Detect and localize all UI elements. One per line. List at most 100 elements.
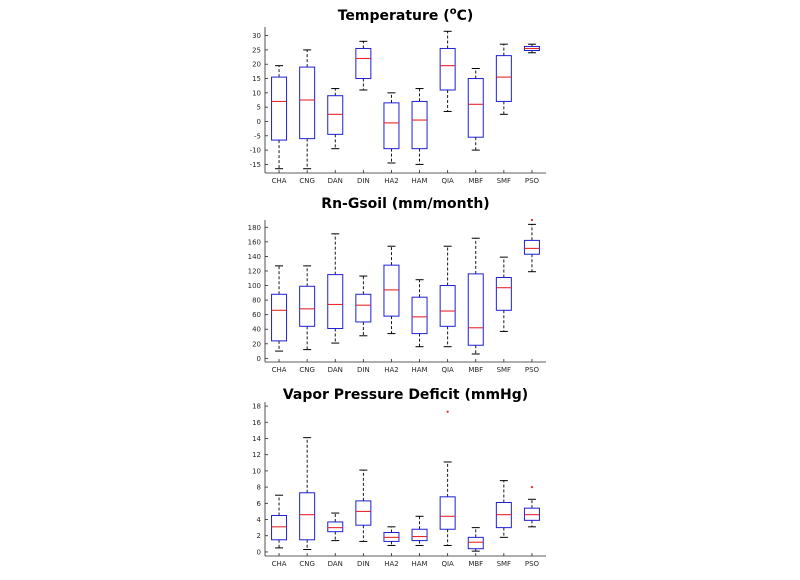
box-din	[355, 40, 372, 91]
y-tick-label: 25	[252, 46, 261, 54]
iqr-box	[355, 47, 372, 80]
chart-title: Temperature (oC)	[338, 6, 474, 24]
category-label-ha2: HA2	[384, 560, 399, 568]
category-label-ham: HAM	[412, 366, 428, 374]
y-tick-label: 20	[252, 340, 261, 348]
chart-title-text: Temperature (	[338, 8, 450, 24]
outlier-point	[530, 218, 534, 222]
category-label-dan: DAN	[328, 560, 343, 568]
category-label-ha2: HA2	[384, 366, 399, 374]
iqr-box	[495, 55, 512, 102]
y-tick-label: 40	[252, 326, 261, 334]
category-label-qia: QIA	[441, 177, 454, 185]
iqr-box	[411, 528, 428, 542]
category-label-smf: SMF	[497, 177, 512, 185]
box-mbf	[467, 527, 484, 552]
box-ha2	[383, 92, 400, 164]
chart-title-text: Vapor Pressure Deficit (mmHg)	[283, 387, 528, 403]
chart-panel-3: Vapor Pressure Deficit (mmHg) 0 2 4 6 8 10 12 14…	[252, 387, 546, 568]
iqr-box	[523, 239, 540, 255]
box-qia	[439, 30, 456, 112]
y-tick-label: 15	[252, 75, 261, 83]
y-tick-label: -15	[250, 161, 261, 169]
category-label-cha: CHA	[272, 560, 287, 568]
box-din	[355, 275, 372, 337]
category-label-mbf: MBF	[468, 560, 483, 568]
category-label-pso: PSO	[525, 177, 540, 185]
iqr-box	[439, 285, 456, 327]
box-ha2	[383, 245, 400, 335]
iqr-box	[439, 47, 456, 91]
y-tick-label: 30	[252, 32, 261, 40]
box-cng	[299, 265, 316, 351]
category-label-din: DIN	[357, 366, 370, 374]
box-din	[355, 469, 372, 542]
chart-title-superscript: o	[450, 6, 457, 17]
box-cng	[299, 437, 316, 551]
category-label-cng: CNG	[299, 560, 315, 568]
y-tick-label: 120	[248, 267, 261, 275]
category-label-cha: CHA	[272, 366, 287, 374]
y-tick-label: 16	[252, 419, 261, 427]
iqr-box	[439, 496, 456, 530]
iqr-box	[467, 273, 484, 346]
category-label-cng: CNG	[299, 177, 315, 185]
iqr-box	[327, 95, 344, 135]
box-ham	[411, 515, 428, 546]
chart-title: Vapor Pressure Deficit (mmHg)	[283, 387, 528, 403]
iqr-box	[467, 536, 484, 550]
category-label-mbf: MBF	[468, 177, 483, 185]
chart-title: Rn-Gsoil (mm/month)	[321, 196, 489, 212]
category-label-qia: QIA	[441, 366, 454, 374]
box-qia	[439, 245, 456, 348]
y-tick-label: 14	[252, 435, 261, 443]
iqr-box	[355, 500, 372, 526]
y-tick-label: 18	[252, 403, 261, 411]
box-ha2	[383, 526, 400, 546]
iqr-box	[271, 293, 288, 342]
y-tick-label: -5	[254, 132, 261, 140]
y-tick-label: 5	[257, 104, 261, 112]
category-label-ha2: HA2	[384, 177, 399, 185]
y-tick-label: 160	[248, 238, 261, 246]
box-smf	[495, 43, 512, 115]
iqr-box	[383, 264, 400, 317]
category-label-qia: QIA	[441, 560, 454, 568]
category-label-mbf: MBF	[468, 366, 483, 374]
category-label-ham: HAM	[412, 177, 428, 185]
box-qia	[439, 410, 456, 546]
box-pso	[523, 43, 540, 54]
box-smf	[495, 480, 512, 538]
y-tick-label: 10	[252, 89, 261, 97]
category-label-cha: CHA	[272, 177, 287, 185]
iqr-box	[383, 102, 400, 150]
y-tick-label: 20	[252, 61, 261, 69]
category-label-pso: PSO	[525, 366, 540, 374]
box-cng	[299, 49, 316, 170]
category-label-din: DIN	[357, 560, 370, 568]
category-label-smf: SMF	[497, 560, 512, 568]
box-dan	[327, 88, 344, 150]
box-cha	[271, 494, 288, 549]
box-pso	[523, 218, 540, 273]
iqr-box	[299, 66, 316, 140]
y-tick-label: 140	[248, 253, 261, 261]
y-tick-label: 2	[257, 532, 261, 540]
category-label-pso: PSO	[525, 560, 540, 568]
y-tick-label: 180	[248, 224, 261, 232]
y-tick-label: 10	[252, 467, 261, 475]
box-mbf	[467, 68, 484, 151]
box-cha	[271, 65, 288, 170]
iqr-box	[355, 293, 372, 323]
y-tick-label: 60	[252, 311, 261, 319]
category-label-din: DIN	[357, 177, 370, 185]
y-tick-label: 0	[257, 118, 261, 126]
y-tick-label: 8	[257, 484, 261, 492]
chart-panel-1: Temperature (oC) -15 -10 -5 0 5 10 15 20 25 30 CHA C…	[250, 6, 546, 185]
y-tick-label: 0	[257, 548, 261, 556]
category-label-dan: DAN	[328, 366, 343, 374]
y-tick-label: -10	[250, 147, 261, 155]
iqr-box	[411, 100, 428, 150]
category-label-ham: HAM	[412, 560, 428, 568]
